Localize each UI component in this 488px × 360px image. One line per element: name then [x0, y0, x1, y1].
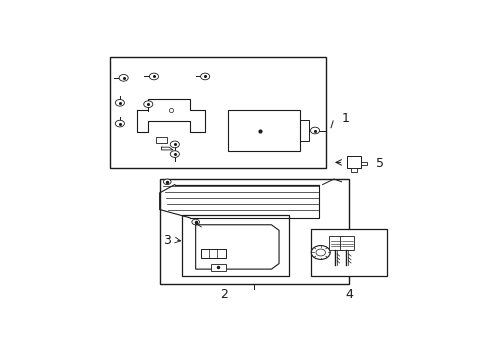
Bar	[182, 215, 288, 276]
Circle shape	[191, 219, 199, 225]
Bar	[360, 162, 366, 165]
Circle shape	[170, 141, 179, 148]
Circle shape	[119, 75, 128, 81]
Text: 2: 2	[220, 288, 227, 301]
Bar	[346, 156, 360, 168]
Bar	[201, 249, 225, 258]
Circle shape	[163, 179, 171, 185]
Circle shape	[315, 249, 325, 256]
Text: 4: 4	[345, 288, 352, 301]
Bar	[210, 264, 225, 270]
Circle shape	[200, 73, 209, 80]
Circle shape	[311, 246, 329, 260]
Circle shape	[149, 73, 158, 80]
Bar	[350, 168, 356, 172]
Bar	[340, 237, 353, 250]
Bar	[328, 237, 342, 250]
Text: 3: 3	[163, 234, 171, 247]
Bar	[227, 110, 299, 151]
Text: 5: 5	[375, 157, 383, 170]
Circle shape	[143, 101, 153, 108]
Circle shape	[170, 151, 179, 157]
Circle shape	[115, 99, 124, 106]
Text: 1: 1	[341, 112, 349, 125]
Bar	[156, 138, 167, 143]
Bar	[159, 179, 348, 284]
Circle shape	[115, 120, 124, 127]
Bar	[311, 229, 386, 276]
Circle shape	[310, 127, 319, 134]
Bar	[110, 57, 326, 168]
